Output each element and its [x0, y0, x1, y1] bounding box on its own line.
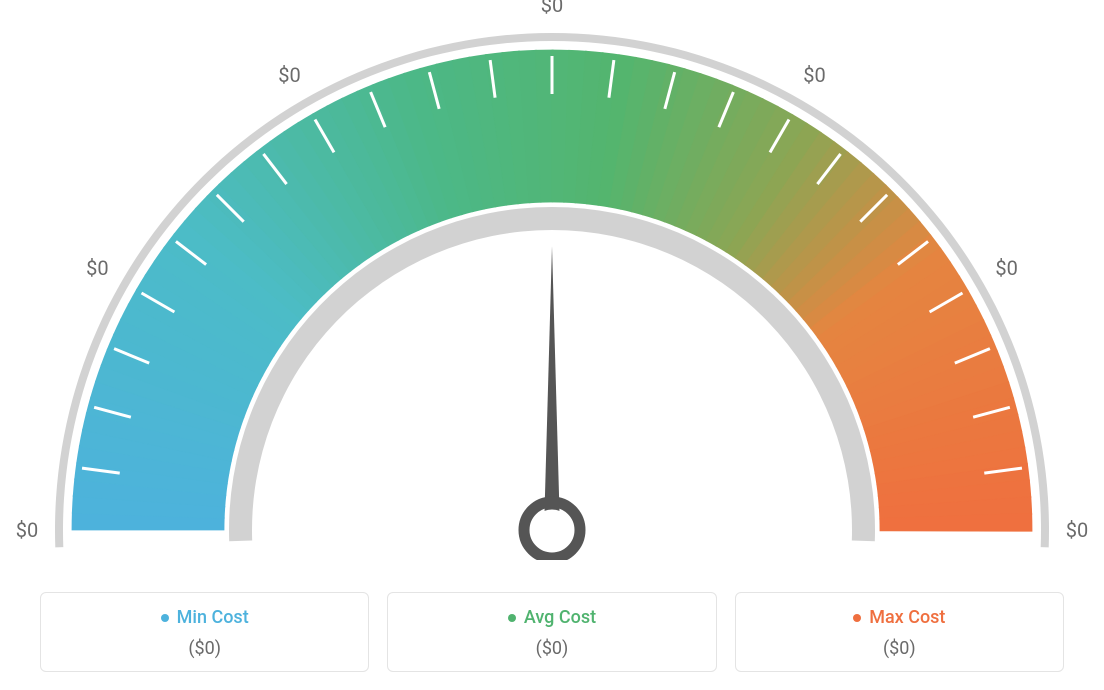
legend-avg-label: Avg Cost [524, 607, 596, 628]
gauge-tick-label: $0 [16, 518, 38, 542]
dot-icon [508, 614, 516, 622]
legend-avg-value: ($0) [398, 638, 705, 659]
legend-avg-card: Avg Cost ($0) [387, 592, 716, 673]
gauge-tick-label: $0 [995, 256, 1017, 280]
chart-container: $0 $0 $0 $0 $0 $0 $0 Min Cost ($0) Avg Cost ($… [0, 0, 1104, 690]
legend-min-value: ($0) [51, 638, 358, 659]
legend-min-title: Min Cost [161, 607, 249, 628]
gauge-tick-label: $0 [541, 0, 563, 17]
legend-max-card: Max Cost ($0) [735, 592, 1064, 673]
gauge-tick-label: $0 [803, 63, 825, 87]
legend-avg-title: Avg Cost [508, 607, 596, 628]
legend-min-label: Min Cost [177, 607, 249, 628]
legend-max-value: ($0) [746, 638, 1053, 659]
dot-icon [161, 614, 169, 622]
dot-icon [853, 614, 861, 622]
gauge: $0 $0 $0 $0 $0 $0 $0 [0, 0, 1104, 560]
legend-max-title: Max Cost [853, 607, 945, 628]
gauge-tick-label: $0 [278, 63, 300, 87]
legend-row: Min Cost ($0) Avg Cost ($0) Max Cost ($0… [40, 592, 1064, 673]
legend-max-label: Max Cost [869, 607, 945, 628]
legend-min-card: Min Cost ($0) [40, 592, 369, 673]
gauge-svg [0, 0, 1104, 560]
gauge-tick-label: $0 [86, 256, 108, 280]
gauge-tick-label: $0 [1066, 518, 1088, 542]
